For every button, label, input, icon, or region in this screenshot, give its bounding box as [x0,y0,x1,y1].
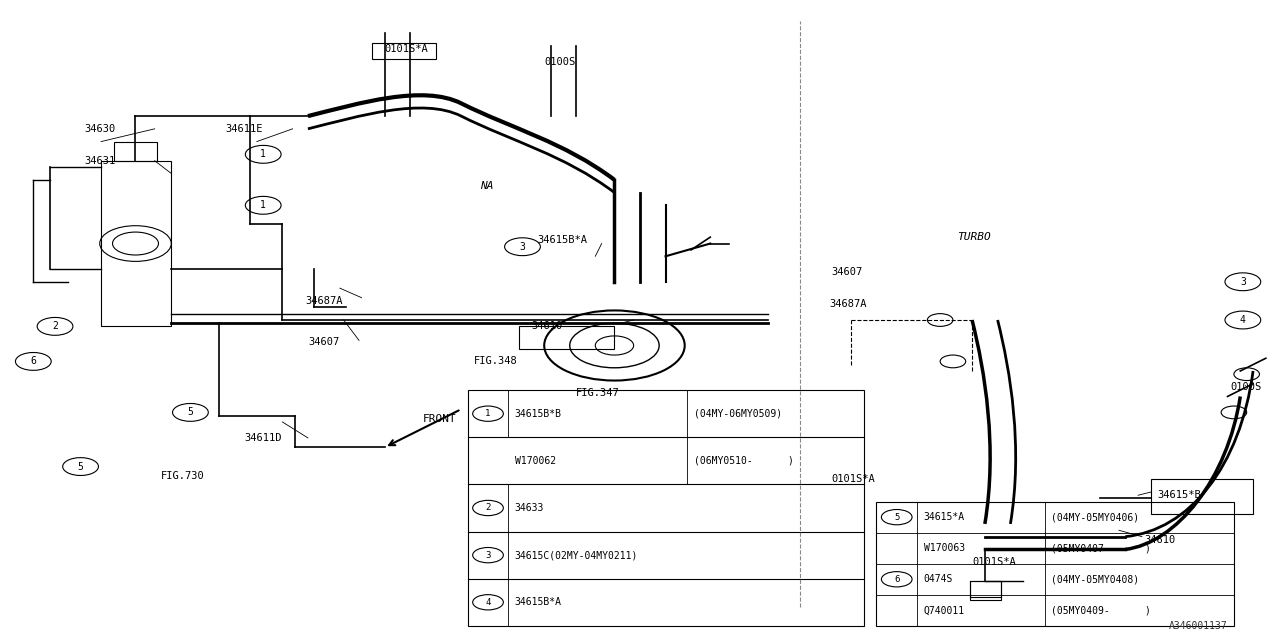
Text: NA: NA [480,181,494,191]
Text: 3: 3 [1240,276,1245,287]
Text: 34615B*B: 34615B*B [515,409,562,419]
Text: 4: 4 [485,598,490,607]
Text: 0100S: 0100S [544,57,576,67]
Text: (04MY-05MY0406): (04MY-05MY0406) [1051,512,1139,522]
Bar [467,390,864,626]
Text: 5: 5 [187,408,193,417]
Text: (06MY0510-      ): (06MY0510- ) [694,456,794,466]
Text: (04MY-05MY0408): (04MY-05MY0408) [1051,574,1139,584]
Text: 0101S*A: 0101S*A [972,557,1016,567]
Bar [969,581,1001,597]
Text: FRONT: FRONT [422,414,457,424]
Text: FIG.348: FIG.348 [474,356,517,367]
Text: 2: 2 [485,504,490,513]
Text: 34607: 34607 [832,268,863,277]
Text: 5: 5 [893,513,900,522]
Text: 0101S*A: 0101S*A [384,44,429,54]
Text: 0100S: 0100S [1230,382,1261,392]
Text: 34611E: 34611E [225,124,262,134]
Text: 1: 1 [260,149,266,159]
Text: (05MY0407-      ): (05MY0407- ) [1051,543,1151,553]
Text: 3: 3 [485,550,490,559]
Bar [877,502,1234,626]
Text: 34615B*A: 34615B*A [515,597,562,607]
Text: 1: 1 [260,200,266,211]
Text: 4: 4 [1240,315,1245,325]
Text: 34607: 34607 [308,337,339,348]
Text: W170062: W170062 [515,456,556,466]
Bar [969,581,1001,600]
Text: (05MY0409-      ): (05MY0409- ) [1051,605,1151,615]
Text: 34615*B: 34615*B [1157,490,1201,500]
Text: FIG.347: FIG.347 [576,388,620,398]
Text: 34615*A: 34615*A [924,512,965,522]
Text: W170063: W170063 [924,543,965,553]
Text: 0101S*A: 0101S*A [832,474,876,484]
Text: TURBO: TURBO [956,232,991,242]
Text: 34633: 34633 [515,503,544,513]
Bar [101,161,172,326]
Text: 34610: 34610 [1144,535,1176,545]
Bar [371,43,435,59]
Text: 34687A: 34687A [306,296,343,306]
Text: 34615B*A: 34615B*A [538,236,588,245]
Text: FIG.730: FIG.730 [161,471,205,481]
Text: 6: 6 [31,356,36,367]
Text: 34611D: 34611D [244,433,282,443]
Text: 1: 1 [485,409,490,418]
Bar [1151,479,1253,515]
Text: (04MY-06MY0509): (04MY-06MY0509) [694,409,782,419]
Text: 0474S: 0474S [924,574,952,584]
Text: 5: 5 [78,461,83,472]
Text: 34615C(02MY-04MY0211): 34615C(02MY-04MY0211) [515,550,639,560]
Text: 2: 2 [52,321,58,332]
Text: 34630: 34630 [84,124,115,134]
Text: Q740011: Q740011 [924,605,965,615]
Bar [518,326,614,349]
Text: A346001137: A346001137 [1169,621,1228,631]
Text: 34631: 34631 [84,156,115,166]
Text: 34610: 34610 [531,321,563,332]
Bar [114,141,157,161]
Text: 6: 6 [893,575,900,584]
Text: 34687A: 34687A [829,299,867,309]
Text: 3: 3 [520,242,525,252]
